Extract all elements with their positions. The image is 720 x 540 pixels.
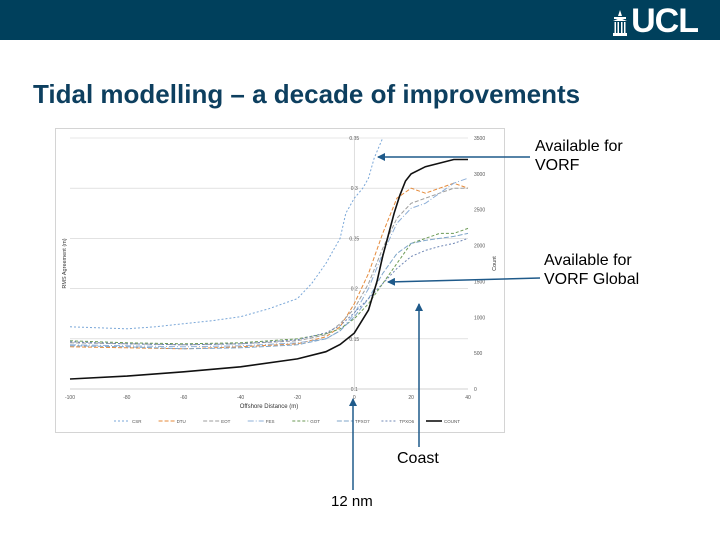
series-line-fes xyxy=(69,177,469,348)
legend-label-tpxo6: TPXO6 xyxy=(399,419,414,424)
y2-axis-label: Count xyxy=(492,256,498,271)
x-axis-label: Offshore Distance (m) xyxy=(240,404,299,410)
series-line-got xyxy=(69,227,469,345)
legend-label-fes: FES xyxy=(266,419,275,424)
annotation-vorf-global-line2: VORF Global xyxy=(544,271,640,288)
legend-label-count: COUNT xyxy=(444,419,460,424)
y2-tick-label: 1500 xyxy=(474,279,485,285)
annotation-vorf-line2: VORF xyxy=(535,157,580,174)
x-tick-label: -60 xyxy=(180,395,187,401)
line-chart: 0.10.150.20.250.30.350500100015002000250… xyxy=(62,136,498,424)
series-line-tpxo6 xyxy=(69,237,469,346)
y2-tick-label: 3000 xyxy=(474,172,485,178)
series-line-count xyxy=(69,158,468,380)
slide-title: Tidal modelling – a decade of improvemen… xyxy=(33,79,581,109)
series-line-csr xyxy=(69,137,384,330)
chart-panel: 0.1 0.15 0.2 0.25 0.3 0.35 0 500 1000 1500 2000 250… xyxy=(55,128,505,433)
y-axis-label: RMS Agreement (m) xyxy=(62,238,68,288)
x-tick-label: -100 xyxy=(65,395,75,401)
header-band: UCL xyxy=(0,0,720,40)
y2-tick-label: 2000 xyxy=(474,244,485,250)
legend-label-dtu: DTU xyxy=(177,419,186,424)
legend-label-eot: EOT xyxy=(221,419,231,424)
legend-label-csr: CSR xyxy=(132,419,142,424)
legend-label-got: GOT xyxy=(310,419,320,424)
series-line-dtu xyxy=(69,182,469,350)
x-tick-label: 20 xyxy=(408,395,414,401)
ucl-logo: UCL xyxy=(613,2,699,40)
y2-tick-label: 0 xyxy=(474,387,477,393)
y2-tick-label: 3500 xyxy=(474,136,485,142)
x-tick-label: -40 xyxy=(237,395,244,401)
x-tick-label: -20 xyxy=(294,395,301,401)
x-tick-label: 0 xyxy=(353,395,356,401)
series-line-eot xyxy=(69,187,468,346)
annotation-vorf-global-line1: Available for xyxy=(544,252,632,269)
logo-text: UCL xyxy=(631,2,699,40)
annotation-vorf-global: Available for VORF Global xyxy=(544,251,639,289)
y2-tick-label: 2500 xyxy=(474,208,485,214)
y2-tick-label: 1000 xyxy=(474,315,485,321)
annotation-coast: Coast xyxy=(397,450,439,467)
annotation-vorf-line1: Available for xyxy=(535,138,623,155)
series-line-tpxo7 xyxy=(69,232,469,350)
x-tick-label: -80 xyxy=(123,395,130,401)
x-tick-label: 40 xyxy=(465,395,471,401)
legend-label-tpxo7: TPXO7 xyxy=(355,419,370,424)
y2-tick-label: 500 xyxy=(474,351,483,357)
annotation-vorf: Available for VORF xyxy=(535,137,623,175)
portico-icon xyxy=(613,10,628,36)
y-tick-label: 0.1 xyxy=(351,387,358,393)
annotation-12nm: 12 nm xyxy=(331,493,373,510)
